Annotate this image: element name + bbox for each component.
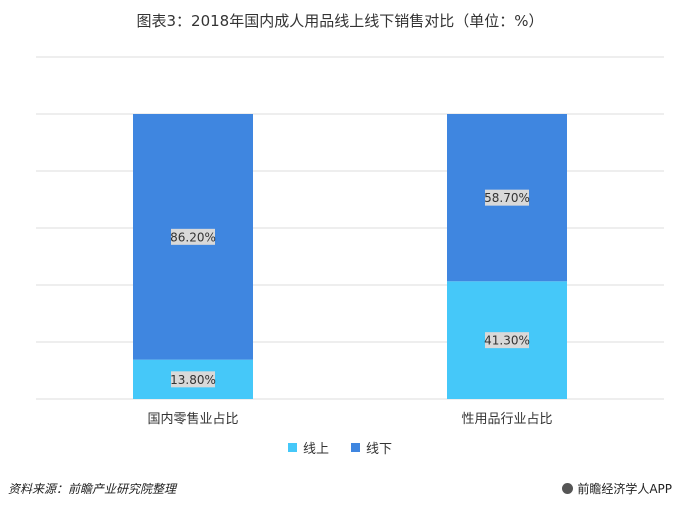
legend-item-online: 线上	[287, 438, 329, 457]
data-label: 86.20%	[170, 230, 216, 244]
data-label-box	[171, 228, 215, 245]
brand-credit: 前瞻经济学人APP	[562, 480, 672, 497]
category-label-1: 性用品行业占比	[461, 412, 552, 427]
data-label-box	[171, 371, 215, 388]
legend-label-offline: 线下	[366, 442, 393, 457]
data-label-box	[485, 332, 529, 349]
legend-item-offline: 线下	[351, 438, 392, 457]
category-label-0: 国内零售业占比	[147, 411, 238, 427]
chart-title: 图表3：2018年国内成人用品线上线下销售对比（单位：%）	[136, 12, 544, 30]
data-label: 58.70%	[484, 191, 530, 205]
source-note: 资料来源：前瞻产业研究院整理	[8, 482, 177, 496]
legend-swatch-offline	[351, 443, 360, 452]
chart-legend: 线上 线下	[0, 438, 680, 457]
brand-logo-icon	[562, 483, 574, 494]
data-label: 41.30%	[484, 334, 530, 348]
legend-swatch-online	[287, 443, 297, 452]
data-label: 13.80%	[170, 373, 216, 387]
data-label-box	[485, 189, 529, 206]
brand-label: 前瞻经济学人APP	[577, 482, 672, 496]
legend-label-online: 线上	[302, 442, 329, 457]
